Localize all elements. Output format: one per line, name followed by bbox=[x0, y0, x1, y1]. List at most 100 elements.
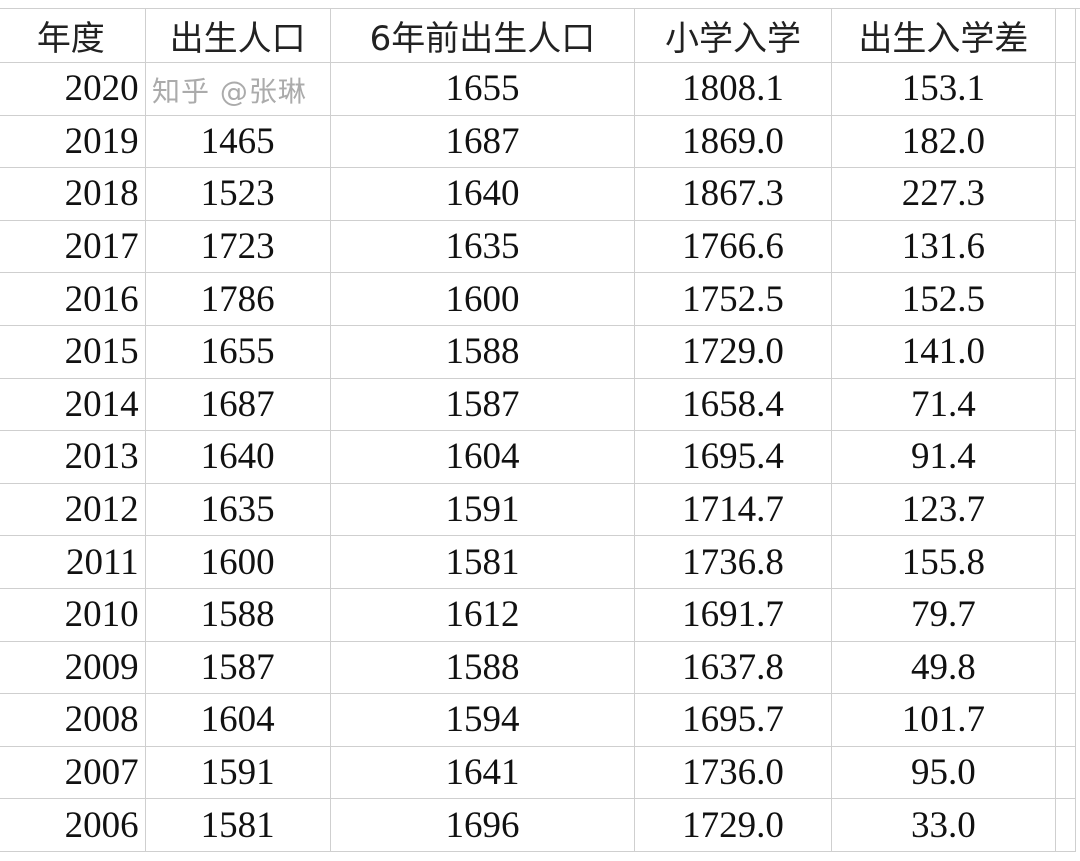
table-cell[interactable] bbox=[1055, 798, 1076, 852]
table-cell[interactable]: 1591 bbox=[329, 482, 636, 537]
table-cell[interactable]: 2020 bbox=[0, 62, 146, 116]
table-cell[interactable]: 227.3 bbox=[830, 167, 1057, 221]
table-cell[interactable]: 2017 bbox=[0, 219, 146, 274]
table-cell[interactable] bbox=[1055, 114, 1076, 169]
table-cell[interactable]: 1635 bbox=[144, 482, 331, 537]
table-cell[interactable]: 1588 bbox=[144, 587, 331, 642]
table-cell[interactable]: 2012 bbox=[0, 482, 146, 537]
table-cell[interactable]: 1581 bbox=[329, 535, 636, 589]
table-cell[interactable]: 2014 bbox=[0, 377, 146, 432]
table-cell[interactable]: 123.7 bbox=[830, 482, 1057, 537]
table-cell[interactable]: 2010 bbox=[0, 587, 146, 642]
table-cell[interactable]: 2006 bbox=[0, 798, 146, 852]
table-cell[interactable] bbox=[1055, 324, 1076, 379]
table-cell[interactable]: 1604 bbox=[144, 693, 331, 747]
table-cell[interactable]: 1867.3 bbox=[634, 167, 832, 221]
table-cell[interactable]: 95.0 bbox=[830, 745, 1057, 800]
table-cell[interactable]: 1600 bbox=[144, 535, 331, 589]
table-cell[interactable] bbox=[1055, 62, 1076, 116]
table-cell[interactable]: 1786 bbox=[144, 272, 331, 326]
table-cell[interactable] bbox=[1055, 482, 1076, 537]
table-cell[interactable]: 1714.7 bbox=[634, 482, 832, 537]
table-cell[interactable] bbox=[1055, 377, 1076, 432]
table-cell[interactable]: 1691.7 bbox=[634, 587, 832, 642]
table-cell[interactable] bbox=[144, 62, 331, 116]
table-cell[interactable] bbox=[1055, 640, 1076, 695]
table-cell[interactable]: 2009 bbox=[0, 640, 146, 695]
table-cell[interactable]: 1640 bbox=[144, 430, 331, 484]
table-cell[interactable]: 141.0 bbox=[830, 324, 1057, 379]
table-cell[interactable]: 1600 bbox=[329, 272, 636, 326]
table-cell[interactable]: 79.7 bbox=[830, 587, 1057, 642]
table-cell[interactable]: 1687 bbox=[144, 377, 331, 432]
table-cell[interactable]: 1635 bbox=[329, 219, 636, 274]
table-cell[interactable]: 1604 bbox=[329, 430, 636, 484]
table-cell[interactable]: 1869.0 bbox=[634, 114, 832, 169]
table-cell[interactable]: 2013 bbox=[0, 430, 146, 484]
table-cell[interactable]: 1581 bbox=[144, 798, 331, 852]
table-cell[interactable]: 33.0 bbox=[830, 798, 1057, 852]
column-header[interactable]: 出生入学差 bbox=[830, 8, 1057, 63]
table-cell[interactable]: 1465 bbox=[144, 114, 331, 169]
table-cell[interactable]: 71.4 bbox=[830, 377, 1057, 432]
table-cell[interactable]: 131.6 bbox=[830, 219, 1057, 274]
table-cell[interactable] bbox=[1055, 745, 1076, 800]
table-cell[interactable]: 2018 bbox=[0, 167, 146, 221]
table-cell[interactable]: 1641 bbox=[329, 745, 636, 800]
table-cell[interactable]: 2007 bbox=[0, 745, 146, 800]
table-cell[interactable]: 1658.4 bbox=[634, 377, 832, 432]
table-row: 2010 1588 1612 1691.7 79.7 bbox=[0, 587, 1076, 642]
table-cell[interactable]: 1588 bbox=[329, 324, 636, 379]
table-cell[interactable]: 152.5 bbox=[830, 272, 1057, 326]
table-cell[interactable]: 2011 bbox=[0, 535, 146, 589]
table-cell[interactable]: 1808.1 bbox=[634, 62, 832, 116]
table-cell[interactable]: 1612 bbox=[329, 587, 636, 642]
table-cell[interactable] bbox=[1055, 587, 1076, 642]
table-cell[interactable] bbox=[1055, 272, 1076, 326]
table-cell[interactable]: 1591 bbox=[144, 745, 331, 800]
table-cell[interactable]: 49.8 bbox=[830, 640, 1057, 695]
table-cell[interactable]: 1695.7 bbox=[634, 693, 832, 747]
table-cell[interactable]: 155.8 bbox=[830, 535, 1057, 589]
table-cell[interactable] bbox=[1055, 535, 1076, 589]
table-cell[interactable]: 101.7 bbox=[830, 693, 1057, 747]
column-header-partial[interactable] bbox=[1055, 8, 1076, 63]
table-cell[interactable]: 1729.0 bbox=[634, 324, 832, 379]
table-cell[interactable]: 1588 bbox=[329, 640, 636, 695]
table-cell[interactable]: 1594 bbox=[329, 693, 636, 747]
table-cell[interactable]: 1637.8 bbox=[634, 640, 832, 695]
table-cell[interactable] bbox=[1055, 430, 1076, 484]
table-cell[interactable] bbox=[1055, 167, 1076, 221]
column-header[interactable]: 年度 bbox=[0, 8, 146, 63]
table-cell[interactable]: 1687 bbox=[329, 114, 636, 169]
table-cell[interactable]: 1696 bbox=[329, 798, 636, 852]
table-cell[interactable]: 1655 bbox=[144, 324, 331, 379]
table-cell[interactable] bbox=[1055, 219, 1076, 274]
table-cell[interactable]: 1655 bbox=[329, 62, 636, 116]
column-header[interactable]: 小学入学 bbox=[634, 8, 832, 63]
table-row: 2016 1786 1600 1752.5 152.5 bbox=[0, 272, 1076, 326]
table-cell[interactable]: 1723 bbox=[144, 219, 331, 274]
table-cell[interactable]: 1729.0 bbox=[634, 798, 832, 852]
table-cell[interactable]: 153.1 bbox=[830, 62, 1057, 116]
table-cell[interactable]: 1587 bbox=[144, 640, 331, 695]
table-cell[interactable] bbox=[1055, 693, 1076, 747]
table-cell[interactable]: 182.0 bbox=[830, 114, 1057, 169]
table-cell[interactable]: 1640 bbox=[329, 167, 636, 221]
column-header[interactable]: 出生人口 bbox=[144, 8, 331, 63]
column-header[interactable]: 6年前出生人口 bbox=[329, 8, 636, 63]
table-cell[interactable]: 2015 bbox=[0, 324, 146, 379]
table-cell[interactable]: 2019 bbox=[0, 114, 146, 169]
header-row: 年度 出生人口 6年前出生人口 小学入学 出生入学差 bbox=[0, 8, 1076, 63]
table-cell[interactable]: 1736.0 bbox=[634, 745, 832, 800]
table-cell[interactable]: 1695.4 bbox=[634, 430, 832, 484]
table-cell[interactable]: 2008 bbox=[0, 693, 146, 747]
table-cell[interactable]: 1752.5 bbox=[634, 272, 832, 326]
table-cell[interactable]: 91.4 bbox=[830, 430, 1057, 484]
table-cell[interactable]: 1766.6 bbox=[634, 219, 832, 274]
table-cell[interactable]: 1523 bbox=[144, 167, 331, 221]
table-cell[interactable]: 2016 bbox=[0, 272, 146, 326]
table-row: 2009 1587 1588 1637.8 49.8 bbox=[0, 640, 1076, 695]
table-cell[interactable]: 1587 bbox=[329, 377, 636, 432]
table-cell[interactable]: 1736.8 bbox=[634, 535, 832, 589]
